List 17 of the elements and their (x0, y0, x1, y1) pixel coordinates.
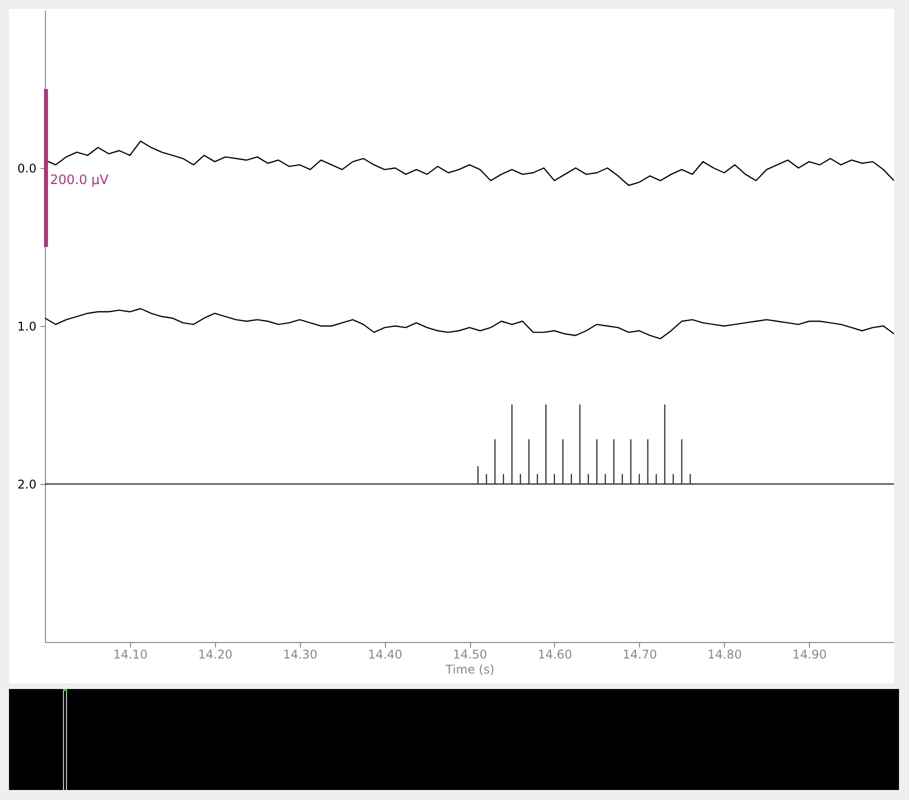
annotation: 200.0 µV (50, 173, 109, 188)
line-series (45, 404, 894, 485)
y-tick-label: 1.0 (17, 320, 36, 334)
line-series (45, 308, 894, 340)
x-tick-label: 14.40 (368, 648, 402, 662)
x-tick-label: 14.60 (538, 648, 572, 662)
x-tick-label: 14.80 (708, 648, 742, 662)
y-tick-label: 2.0 (17, 478, 36, 492)
x-tick-label: 14.20 (198, 648, 232, 662)
x-tick-label: 14.30 (283, 648, 318, 662)
line-series (45, 140, 894, 186)
x-tick-label: 14.90 (792, 648, 827, 662)
x-tick-label: 14.10 (113, 648, 148, 662)
y-tick-label: 0.0 (17, 162, 36, 176)
x-tick-label: 14.70 (622, 648, 657, 662)
x-axis-title: Time (s) (444, 662, 494, 676)
x-tick-label: 14.50 (452, 648, 488, 662)
